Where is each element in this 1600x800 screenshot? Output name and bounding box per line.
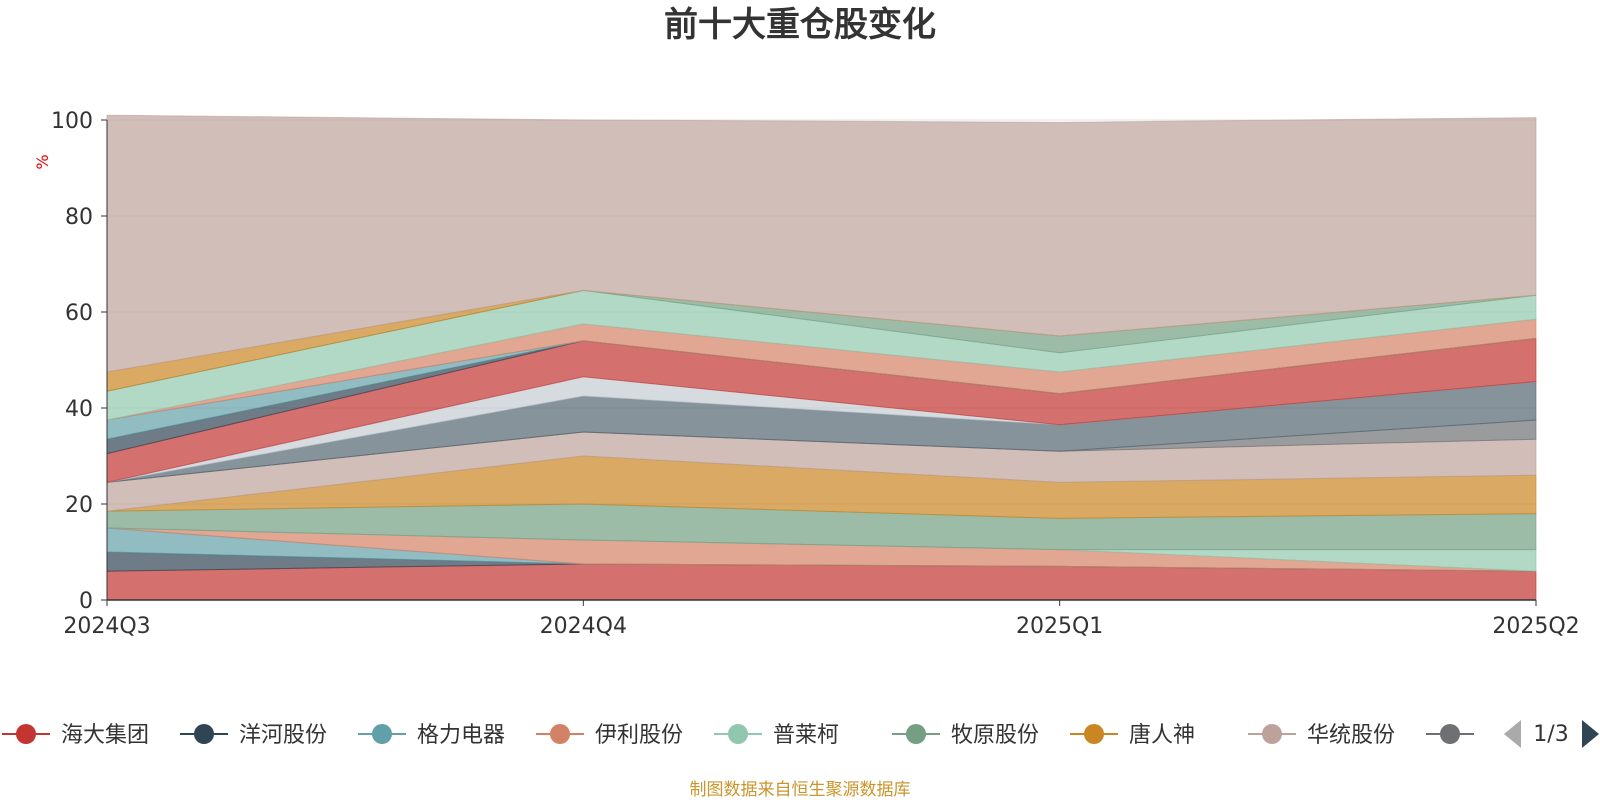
legend-item-label: 海大集团 [61,723,149,748]
area-series [106,114,1537,601]
area-series-19 [106,114,1537,373]
legend-item[interactable]: 海大集团 [2,723,149,748]
y-axis-unit: % [33,154,52,169]
y-tick-label: 80 [65,205,93,230]
legend-item[interactable]: 牧原股份 [892,723,1039,748]
y-tick-label: 0 [79,589,93,614]
legend-item-label: 华统股份 [1307,723,1395,748]
circle-marker-icon [728,724,748,744]
legend-item[interactable]: 洋河股份 [180,723,327,748]
circle-marker-icon [1440,724,1460,744]
y-tick-label: 60 [65,301,93,326]
circle-marker-icon [550,724,570,744]
triangle-right-icon[interactable] [1582,720,1599,748]
y-tick-label: 40 [65,397,93,422]
legend-item[interactable]: 唐人神 [1070,723,1195,748]
circle-marker-icon [906,724,926,744]
triangle-left-icon[interactable] [1504,720,1521,748]
data-source-note: 制图数据来自恒生聚源数据库 [690,780,911,800]
x-tick-label: 2025Q2 [1492,614,1579,639]
legend-item-label: 洋河股份 [239,723,327,748]
circle-marker-icon [194,724,214,744]
circle-marker-icon [1084,724,1104,744]
x-tick-label: 2024Q4 [540,614,627,639]
legend-item-label: 伊利股份 [595,723,683,748]
legend-item[interactable]: 华统股份 [1248,723,1395,748]
legend-item[interactable]: 普莱柯 [714,723,839,748]
legend: 海大集团 洋河股份 格力电器 伊利股份 普莱柯 牧原股份 唐人神 华统股份 天康生物 [2,723,1573,748]
legend-item-label: 格力电器 [417,723,505,748]
y-tick-label: 20 [65,493,93,518]
legend-page-indicator: 1/3 [1533,722,1568,747]
legend-item-label: 唐人神 [1129,723,1195,748]
legend-item[interactable]: 格力电器 [358,723,505,748]
legend-item-label: 普莱柯 [773,723,839,748]
circle-marker-icon [1262,724,1282,744]
chart-title: 前十大重仓股变化 [664,5,936,45]
legend-item[interactable]: 天康生物 [1426,723,1573,748]
circle-marker-icon [372,724,392,744]
x-tick-label: 2025Q1 [1016,614,1103,639]
legend-item-label: 牧原股份 [951,723,1039,748]
x-tick-label: 2024Q3 [63,614,150,639]
y-tick-label: 100 [51,109,93,134]
axes: 0 20 40 60 80 100 2024Q3 2024Q4 2025Q1 2025Q2 [51,109,1580,639]
legend-item[interactable]: 伊利股份 [536,723,683,748]
circle-marker-icon [16,724,36,744]
legend-pager: 1/3 [1504,720,1599,748]
